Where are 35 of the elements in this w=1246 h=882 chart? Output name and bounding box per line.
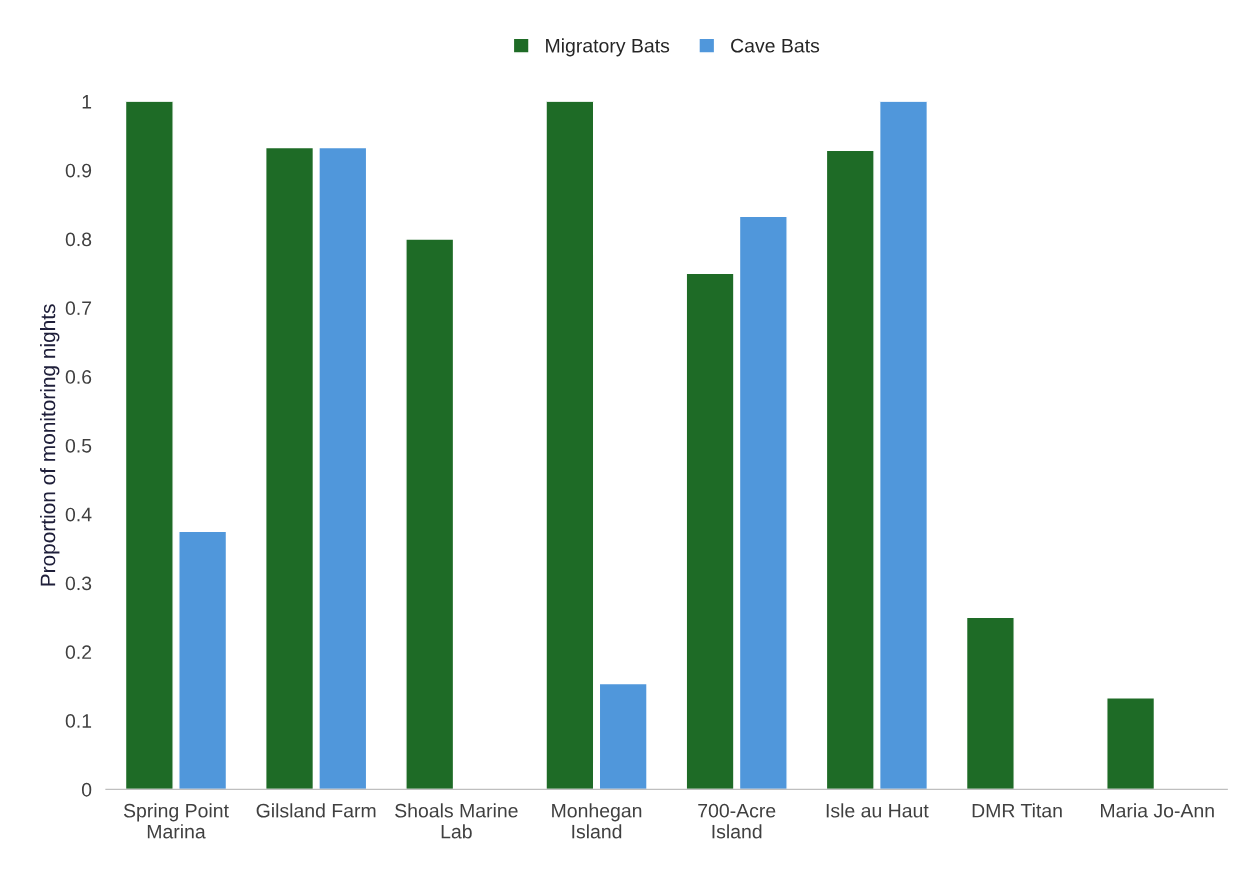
bar <box>1106 697 1156 790</box>
y-tick-label: 1 <box>82 95 92 109</box>
legend-label: Migratory Bats <box>546 38 670 57</box>
x-tick-label: Gilsland Farm <box>256 803 376 818</box>
y-tick-label: 0.8 <box>65 232 92 247</box>
bar <box>878 101 929 790</box>
bar <box>545 101 595 790</box>
y-tick-label: 0 <box>81 782 92 797</box>
bar <box>825 149 875 790</box>
bar <box>965 616 1015 790</box>
y-tick-label: 0.3 <box>65 576 92 591</box>
bar <box>598 682 648 790</box>
y-tick-label: 0.7 <box>65 301 92 316</box>
x-tick-label: DMR Titan <box>972 803 1062 818</box>
y-axis-title: Proportion of monitoring nights <box>40 304 60 586</box>
x-tick-label: 700-Acre Island <box>698 803 776 839</box>
x-tick-label: Isle au Haut <box>826 803 929 818</box>
x-tick-label: Shoals Marine Lab <box>395 803 518 839</box>
y-tick-label: 0.6 <box>65 370 92 384</box>
bar <box>318 146 368 790</box>
y-tick-label: 0.4 <box>65 507 92 522</box>
y-tick-label: 0.2 <box>65 645 92 660</box>
bar <box>265 146 315 790</box>
bar <box>405 238 455 790</box>
bar <box>124 101 174 790</box>
y-tick-label: 0.1 <box>65 714 92 728</box>
bar <box>685 272 735 790</box>
x-tick-label: Spring Point Marina <box>123 803 229 839</box>
y-tick-label: 0.5 <box>65 438 92 453</box>
bar <box>738 215 788 790</box>
x-tick-label: Maria Jo-Ann <box>1101 803 1214 818</box>
bar <box>178 530 228 790</box>
x-tick-label: Monhegan Island <box>552 803 642 839</box>
legend-label: Cave Bats <box>731 38 820 53</box>
y-tick-label: 0.9 <box>65 163 92 178</box>
